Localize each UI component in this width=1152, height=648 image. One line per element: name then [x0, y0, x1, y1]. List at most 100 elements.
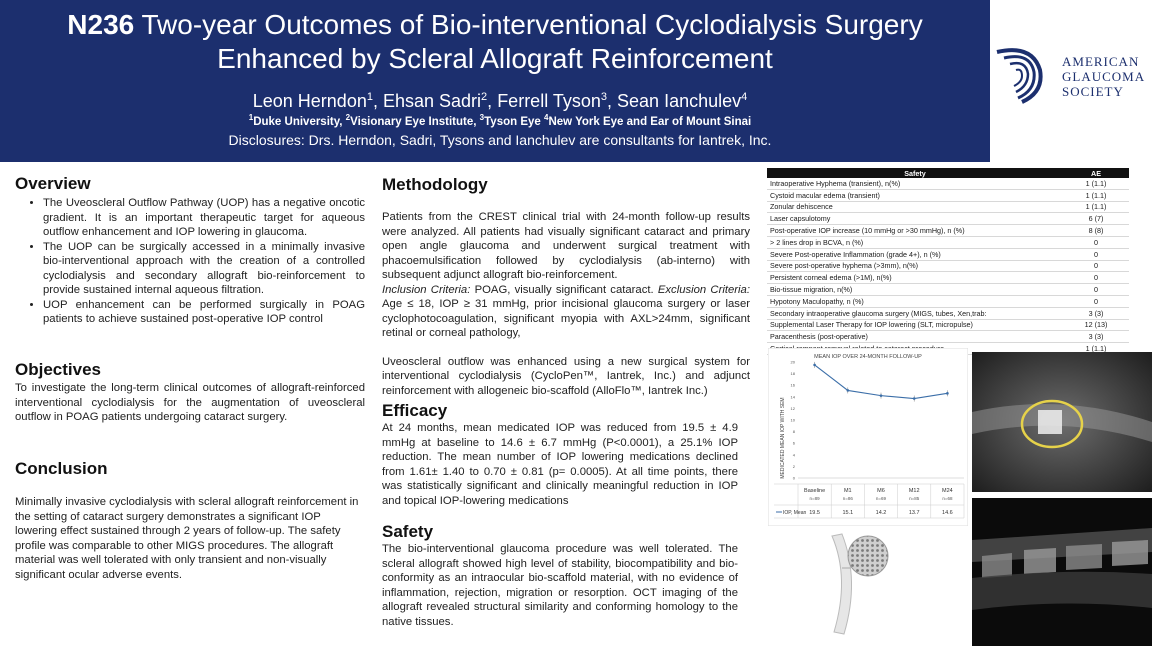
- y-tick-label: 20: [791, 360, 796, 365]
- adverse-event-count: 0: [1063, 295, 1129, 308]
- x-category-label: M6: [877, 488, 885, 494]
- adverse-event-count: 0: [1063, 236, 1129, 249]
- gonioscopy-photo: [972, 352, 1152, 492]
- safety-table-row: Hypotony Maculopathy, n (%) 0: [767, 295, 1129, 308]
- y-tick-label: 6: [793, 441, 796, 446]
- objectives-heading: Objectives: [15, 360, 101, 379]
- adverse-event-name: Laser capsulotomy: [767, 212, 1063, 226]
- y-tick-label: 12: [791, 406, 796, 411]
- safety-table-row: Severe post-operative hyphema (>3mm), n(…: [767, 260, 1129, 273]
- x-category-label: M1: [844, 488, 852, 494]
- adverse-event-count: 8 (8): [1063, 224, 1129, 237]
- methodology-p1: Patients from the CREST clinical trial w…: [382, 211, 750, 281]
- conclusion-section: Conclusion Minimally invasive cyclodialy…: [15, 459, 365, 582]
- data-table-value: 13.7: [909, 510, 920, 516]
- title-line2: Enhanced by Scleral Allograft Reinforcem…: [217, 43, 773, 74]
- ae-col-header: AE: [1063, 168, 1129, 178]
- affil-name: New York Eye and Ear of Mount Sinai: [548, 115, 752, 128]
- adverse-event-count: 1 (1.1): [1063, 189, 1129, 202]
- data-table-value: 15.1: [842, 510, 853, 516]
- y-tick-label: 2: [793, 464, 796, 469]
- safety-heading: Safety: [382, 522, 434, 541]
- adverse-event-count: 0: [1063, 248, 1129, 261]
- scaffold-magnified-icon: [847, 535, 889, 577]
- data-table-value: 19.5: [809, 510, 820, 516]
- sample-size-label: n=68: [942, 496, 953, 501]
- y-tick-label: 10: [791, 418, 796, 423]
- adverse-event-name: Zonular dehiscence: [767, 201, 1063, 214]
- iop-data-point: [813, 363, 816, 367]
- adverse-event-count: 1 (1.1): [1063, 178, 1129, 190]
- logo-line2: GLAUCOMA: [1062, 69, 1146, 84]
- safety-table-row: > 2 lines drop in BCVA, n (%) 0: [767, 236, 1129, 249]
- chart-title: MEAN IOP OVER 24-MONTH FOLLOW-UP: [814, 354, 922, 360]
- safety-table-row: Intraoperative Hyphema (transient), n(%)…: [767, 178, 1129, 190]
- adverse-event-count: 1 (1.1): [1063, 201, 1129, 214]
- poster-title: N236 Two-year Outcomes of Bio-interventi…: [20, 8, 970, 76]
- poster-code: N236: [67, 9, 135, 40]
- overview-heading: Overview: [15, 174, 91, 193]
- methodology-heading: Methodology: [382, 175, 488, 194]
- iop-chart: MEAN IOP OVER 24-MONTH FOLLOW-UP MEDICAT…: [768, 348, 968, 526]
- iop-data-point: [912, 397, 916, 400]
- safety-table-row: Bio-tissue migration, n(%) 0: [767, 283, 1129, 296]
- disclosures: Disclosures: Drs. Herndon, Sadri, Tysons…: [228, 132, 772, 148]
- highlight-circle: [1020, 399, 1084, 449]
- adverse-event-name: Supplemental Laser Therapy for IOP lower…: [767, 319, 1063, 332]
- author-name: Ehsan Sadri: [382, 91, 482, 111]
- efficacy-heading: Efficacy: [382, 401, 448, 420]
- legend-label: IOP, Mean: [783, 510, 806, 516]
- sample-size-label: n=89: [810, 496, 821, 501]
- inclusion-label: Inclusion Criteria:: [382, 283, 471, 296]
- overview-section: Overview The Uveoscleral Outflow Pathway…: [15, 174, 365, 327]
- iop-data-point: [946, 392, 949, 395]
- x-category-label: M24: [942, 488, 953, 494]
- methodology-p3: Uveoscleral outflow was enhanced using a…: [382, 355, 750, 397]
- efficacy-text: At 24 months, mean medicated IOP was red…: [382, 422, 738, 507]
- adverse-event-name: Hypotony Maculopathy, n (%): [767, 295, 1063, 308]
- safety-table: Safety AE Intraoperative Hyphema (transi…: [767, 168, 1129, 355]
- safety-table-row: Persistent corneal edema (>1M), n(%) 0: [767, 271, 1129, 285]
- safety-table-row: Supplemental Laser Therapy for IOP lower…: [767, 319, 1129, 332]
- affil-number: 1: [248, 113, 254, 122]
- affiliations: 1Duke University, 2Visionary Eye Institu…: [20, 113, 980, 128]
- author-name: Ferrell Tyson: [497, 91, 601, 111]
- y-tick-label: 0: [793, 476, 796, 481]
- x-category-label: M12: [909, 488, 920, 494]
- overview-bullet: The UOP can be surgically accessed in a …: [43, 240, 365, 298]
- adverse-event-count: 3 (3): [1063, 330, 1129, 344]
- chart-ylabel: MEDICATED MEAN IOP WITH SEM: [780, 397, 786, 478]
- objectives-section: Objectives To investigate the long-term …: [15, 360, 365, 425]
- y-tick-label: 16: [791, 383, 796, 388]
- x-category-label: Baseline: [804, 488, 825, 494]
- overview-bullet: The Uveoscleral Outflow Pathway (UOP) ha…: [43, 196, 365, 240]
- adverse-event-name: Bio-tissue migration, n(%): [767, 283, 1063, 296]
- oct-image: [972, 498, 1152, 646]
- inclusion-text: POAG, visually significant cataract.: [470, 283, 658, 296]
- logo-line3: SOCIETY: [1062, 84, 1124, 99]
- conclusion-heading: Conclusion: [15, 459, 108, 478]
- adverse-event-count: 0: [1063, 260, 1129, 273]
- adverse-event-count: 0: [1063, 283, 1129, 296]
- author-affil-number: 4: [741, 91, 748, 103]
- conclusion-text: Minimally invasive cyclodialysis with sc…: [15, 496, 359, 581]
- overview-bullet: UOP enhancement can be performed surgica…: [43, 298, 365, 327]
- author-affil-number: 1: [366, 91, 373, 103]
- adverse-event-count: 6 (7): [1063, 212, 1129, 226]
- safety-table-row: Laser capsulotomy 6 (7): [767, 212, 1129, 226]
- y-tick-label: 18: [791, 371, 796, 376]
- adverse-event-name: Cystoid macular edema (transient): [767, 189, 1063, 202]
- exclusion-label: Exclusion Criteria:: [657, 283, 750, 296]
- author-affil-number: 3: [600, 91, 608, 103]
- author-affil-number: 2: [481, 91, 488, 103]
- safety-section: Safety The bio-interventional glaucoma p…: [382, 522, 738, 629]
- y-tick-label: 4: [793, 452, 796, 457]
- adverse-event-name: Intraoperative Hyphema (transient), n(%): [767, 178, 1063, 190]
- affil-name: Tyson Eye: [484, 115, 541, 128]
- data-table-value: 14.6: [942, 510, 953, 516]
- sample-size-label: n=85: [909, 496, 920, 501]
- overview-list: The Uveoscleral Outflow Pathway (UOP) ha…: [15, 196, 365, 327]
- affil-name: Visionary Eye Institute,: [350, 115, 477, 128]
- logo-line1: AMERICAN: [1062, 54, 1140, 69]
- adverse-event-count: 12 (13): [1063, 319, 1129, 332]
